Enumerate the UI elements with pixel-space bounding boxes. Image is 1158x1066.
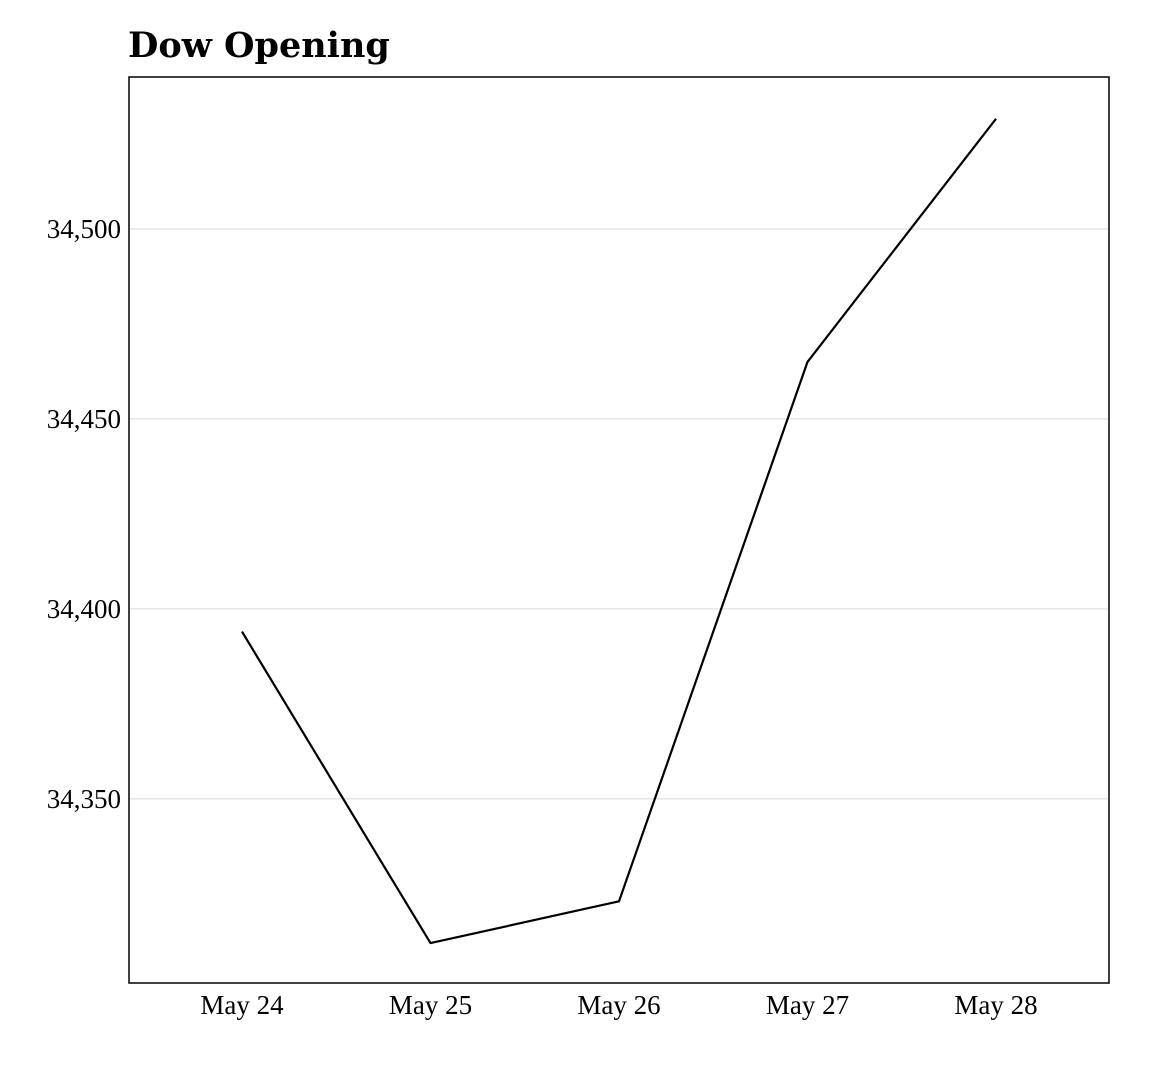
chart-title: Dow Opening (128, 25, 390, 66)
series-layer (241, 118, 997, 945)
y-axis-ticks: 34,350 34,400 34,450 34,500 (47, 214, 121, 814)
x-tick-label: May 24 (200, 990, 284, 1020)
series-line (241, 118, 997, 945)
plot-frame (128, 76, 1110, 984)
x-tick-label: May 28 (954, 990, 1037, 1020)
y-tick-label: 34,450 (47, 404, 121, 434)
y-tick-label: 34,350 (47, 784, 121, 814)
gridlines (130, 228, 1108, 800)
y-tick-label: 34,400 (47, 594, 121, 624)
y-tick-label: 34,500 (47, 214, 121, 244)
x-axis-ticks: May 24 May 25 May 26 May 27 May 28 (200, 990, 1037, 1020)
x-tick-label: May 27 (766, 990, 849, 1020)
x-tick-label: May 26 (577, 990, 660, 1020)
x-tick-label: May 25 (389, 990, 472, 1020)
